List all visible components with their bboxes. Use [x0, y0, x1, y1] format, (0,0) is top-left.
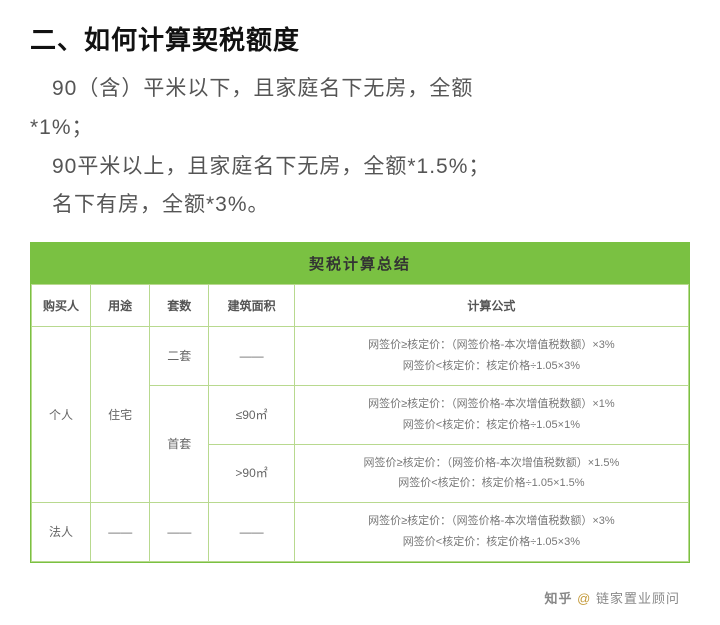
col-header-area: 建筑面积 [209, 285, 294, 327]
cell-set: —— [150, 503, 209, 562]
bullet-line-4: 名下有房，全额*3%。 [30, 187, 690, 224]
col-header-formula: 计算公式 [294, 285, 688, 327]
cell-use: —— [91, 503, 150, 562]
watermark-site: 知乎 [545, 591, 573, 606]
bullet-line-3: 90平米以上，且家庭名下无房，全额*1.5%； [30, 149, 690, 186]
col-header-use: 用途 [91, 285, 150, 327]
tax-table: 购买人 用途 套数 建筑面积 计算公式 个人 住宅 二套 —— 网签价≥核定价：… [31, 284, 689, 562]
table-row: 个人 住宅 二套 —— 网签价≥核定价：（网签价格-本次增值税数额）×3%网签价… [32, 327, 689, 386]
watermark-at: @ [577, 591, 591, 606]
tax-table-container: 契税计算总结 购买人 用途 套数 建筑面积 计算公式 个人 住宅 二套 —— 网… [30, 242, 690, 563]
cell-set: 首套 [150, 385, 209, 503]
cell-formula: 网签价≥核定价：（网签价格-本次增值税数额）×1%网签价<核定价：核定价格÷1.… [294, 385, 688, 444]
cell-use: 住宅 [91, 327, 150, 503]
cell-formula: 网签价≥核定价：（网签价格-本次增值税数额）×3%网签价<核定价：核定价格÷1.… [294, 503, 688, 562]
section-heading: 二、如何计算契税额度 [30, 20, 690, 57]
cell-set: 二套 [150, 327, 209, 386]
cell-area: ≤90㎡ [209, 385, 294, 444]
col-header-set: 套数 [150, 285, 209, 327]
cell-buyer: 个人 [32, 327, 91, 503]
zhihu-watermark: 知乎 @ 链家置业顾问 [545, 588, 680, 607]
cell-formula: 网签价≥核定价：（网签价格-本次增值税数额）×3%网签价<核定价：核定价格÷1.… [294, 327, 688, 386]
cell-area: —— [209, 503, 294, 562]
watermark-author: 链家置业顾问 [596, 591, 680, 606]
bullet-line-2: *1%； [30, 110, 690, 147]
table-title: 契税计算总结 [31, 243, 689, 284]
cell-formula: 网签价≥核定价：（网签价格-本次增值税数额）×1.5%网签价<核定价：核定价格÷… [294, 444, 688, 503]
cell-area: >90㎡ [209, 444, 294, 503]
table-header-row: 购买人 用途 套数 建筑面积 计算公式 [32, 285, 689, 327]
cell-area: —— [209, 327, 294, 386]
bullet-line-1: 90（含）平米以下，且家庭名下无房，全额 [30, 71, 690, 108]
table-row: 法人 —— —— —— 网签价≥核定价：（网签价格-本次增值税数额）×3%网签价… [32, 503, 689, 562]
col-header-buyer: 购买人 [32, 285, 91, 327]
cell-buyer: 法人 [32, 503, 91, 562]
